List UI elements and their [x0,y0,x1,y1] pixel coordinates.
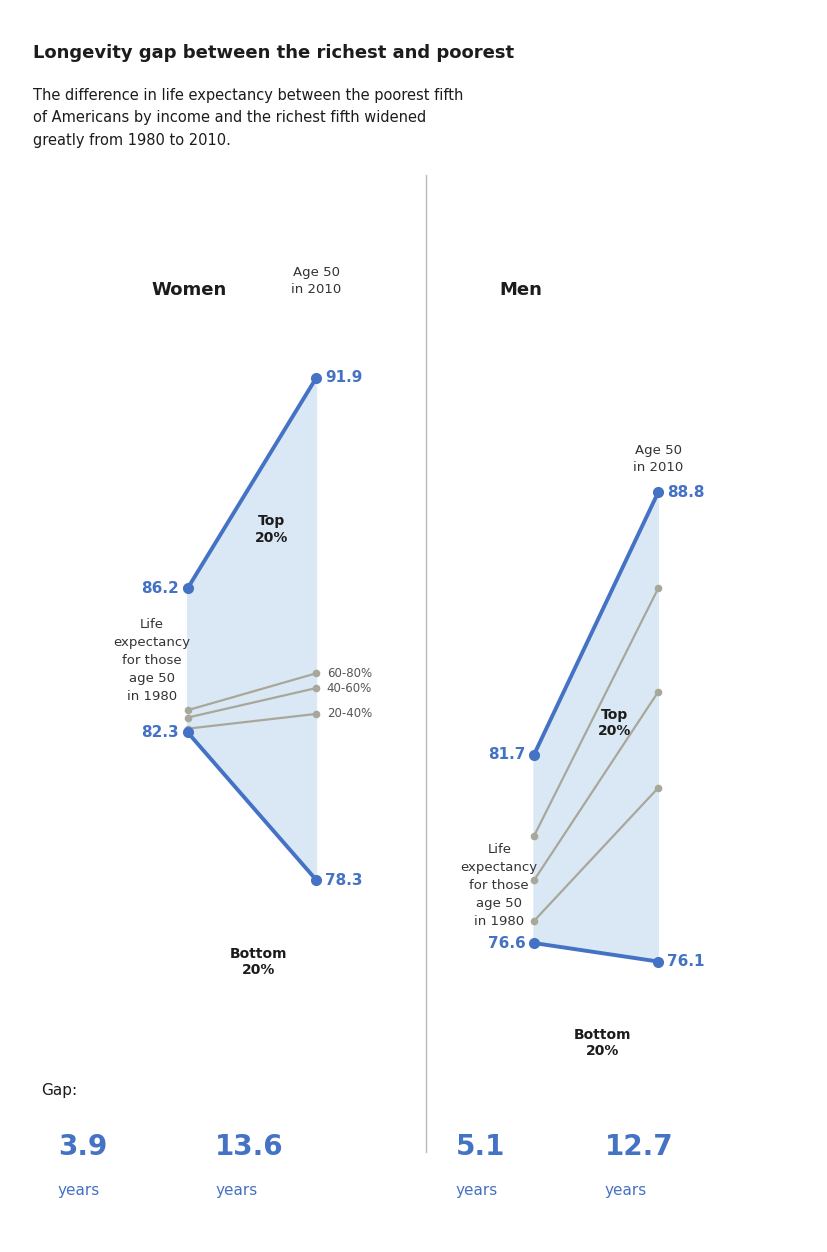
Text: 3.9: 3.9 [58,1133,107,1161]
Text: 78.3: 78.3 [325,873,362,888]
Text: Bottom
20%: Bottom 20% [230,947,287,977]
Text: Longevity gap between the richest and poorest: Longevity gap between the richest and po… [33,44,514,61]
Text: years: years [455,1183,497,1198]
Text: 40-60%: 40-60% [327,681,371,695]
Text: 91.9: 91.9 [325,371,362,386]
Text: Life
expectancy
for those
age 50
in 1980: Life expectancy for those age 50 in 1980 [460,844,538,928]
Text: 76.6: 76.6 [487,935,524,950]
Text: 81.7: 81.7 [487,747,524,762]
Text: Top
20%: Top 20% [597,707,631,737]
Text: 13.6: 13.6 [215,1133,284,1161]
Text: years: years [58,1183,100,1198]
Text: Age 50
in 2010: Age 50 in 2010 [633,443,682,473]
Text: 12.7: 12.7 [604,1133,672,1161]
Text: Top
20%: Top 20% [255,515,288,545]
Text: 60-80%: 60-80% [327,667,371,680]
Text: 5.1: 5.1 [455,1133,504,1161]
Text: Life
expectancy
for those
age 50
in 1980: Life expectancy for those age 50 in 1980 [113,617,190,702]
Text: Gap:: Gap: [41,1083,78,1098]
Text: The difference in life expectancy between the poorest fifth
of Americans by inco: The difference in life expectancy betwee… [33,88,463,148]
Text: 20-40%: 20-40% [327,707,371,720]
Text: 82.3: 82.3 [141,725,179,740]
Polygon shape [533,492,657,962]
Text: Age 50
in 2010: Age 50 in 2010 [291,267,342,297]
Text: years: years [215,1183,257,1198]
Text: Women: Women [151,282,227,299]
Text: Bottom
20%: Bottom 20% [573,1028,630,1058]
Text: 88.8: 88.8 [666,485,704,500]
Text: Men: Men [499,282,542,299]
Text: years: years [604,1183,646,1198]
Text: 86.2: 86.2 [141,581,179,596]
Polygon shape [188,378,316,880]
Text: 76.1: 76.1 [666,954,704,969]
